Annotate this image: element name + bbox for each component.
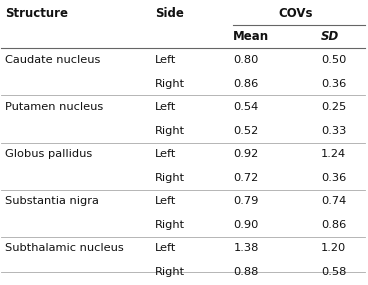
Text: 0.80: 0.80	[233, 55, 259, 65]
Text: Right: Right	[155, 79, 185, 89]
Text: Globus pallidus: Globus pallidus	[5, 149, 92, 159]
Text: 0.58: 0.58	[321, 267, 346, 277]
Text: Left: Left	[155, 55, 176, 65]
Text: Left: Left	[155, 149, 176, 159]
Text: 1.38: 1.38	[233, 243, 259, 253]
Text: Caudate nucleus: Caudate nucleus	[5, 55, 100, 65]
Text: 0.50: 0.50	[321, 55, 346, 65]
Text: Right: Right	[155, 220, 185, 230]
Text: 0.79: 0.79	[233, 196, 259, 206]
Text: Left: Left	[155, 102, 176, 112]
Text: 0.86: 0.86	[233, 79, 259, 89]
Text: Structure: Structure	[5, 7, 68, 20]
Text: 1.24: 1.24	[321, 149, 346, 159]
Text: SD: SD	[321, 30, 339, 43]
Text: Putamen nucleus: Putamen nucleus	[5, 102, 103, 112]
Text: COVs: COVs	[278, 7, 313, 20]
Text: Right: Right	[155, 126, 185, 136]
Text: 0.25: 0.25	[321, 102, 346, 112]
Text: 0.52: 0.52	[233, 126, 259, 136]
Text: Left: Left	[155, 243, 176, 253]
Text: Subthalamic nucleus: Subthalamic nucleus	[5, 243, 124, 253]
Text: 0.36: 0.36	[321, 173, 346, 183]
Text: 0.90: 0.90	[233, 220, 259, 230]
Text: Left: Left	[155, 196, 176, 206]
Text: 0.54: 0.54	[233, 102, 259, 112]
Text: Side: Side	[155, 7, 184, 20]
Text: 0.88: 0.88	[233, 267, 259, 277]
Text: 1.20: 1.20	[321, 243, 346, 253]
Text: Mean: Mean	[233, 30, 269, 43]
Text: 0.74: 0.74	[321, 196, 346, 206]
Text: Substantia nigra: Substantia nigra	[5, 196, 99, 206]
Text: 0.86: 0.86	[321, 220, 346, 230]
Text: 0.36: 0.36	[321, 79, 346, 89]
Text: 0.92: 0.92	[233, 149, 259, 159]
Text: Right: Right	[155, 173, 185, 183]
Text: 0.72: 0.72	[233, 173, 259, 183]
Text: 0.33: 0.33	[321, 126, 346, 136]
Text: Right: Right	[155, 267, 185, 277]
